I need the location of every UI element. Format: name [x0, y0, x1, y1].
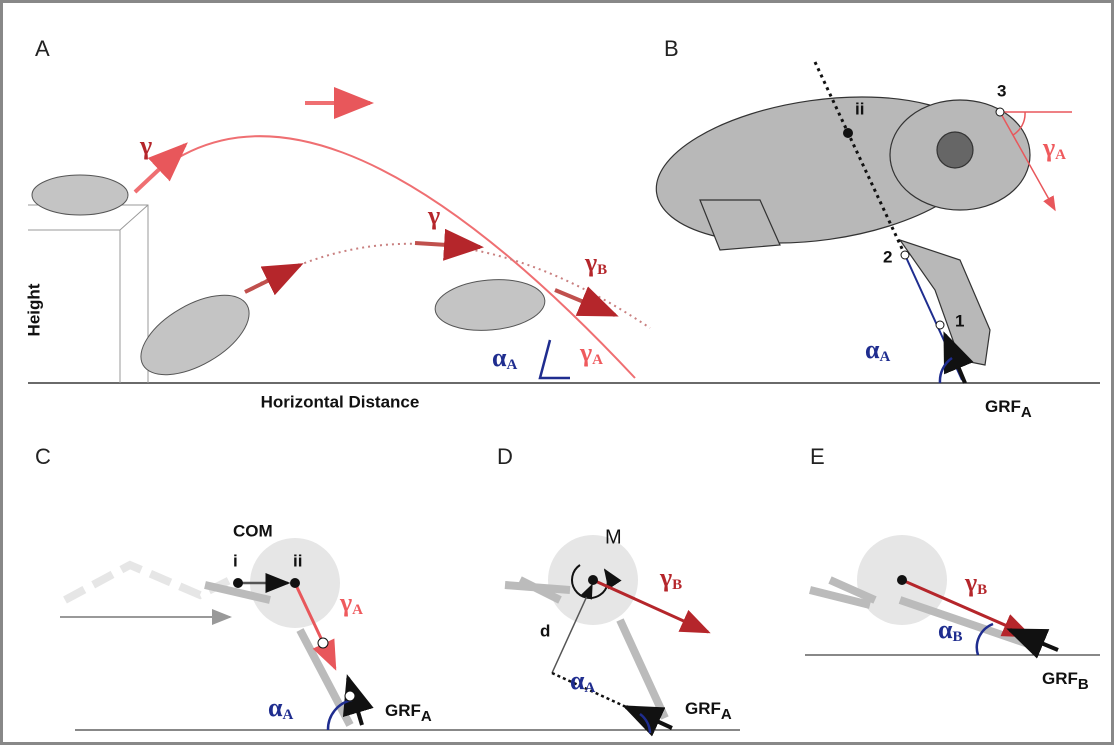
frog-sketch [647, 78, 1030, 365]
lever-label: d [540, 621, 550, 640]
point [345, 691, 355, 701]
point [233, 578, 243, 588]
grf-label: GRFA [385, 701, 432, 724]
point-label: 1 [955, 311, 964, 330]
point-label: ii [855, 99, 864, 118]
axis-label: Height [24, 283, 43, 336]
point [897, 575, 907, 585]
point [290, 578, 300, 588]
com-label: COM [233, 521, 273, 540]
point-label: i [233, 551, 238, 570]
alpha-label: αA [268, 693, 294, 723]
panel-b: B ii 3 2 1 γA αA GRFA [647, 36, 1072, 421]
panel-a: A Height Horizontal Distance γ γ γB γA α… [24, 36, 1100, 412]
platform [28, 205, 148, 383]
gamma-label: γA [579, 338, 603, 368]
point [588, 575, 598, 585]
point-label: 3 [997, 81, 1006, 100]
angle [540, 340, 570, 378]
gamma-label: γA [339, 588, 363, 618]
gamma-label: γ [139, 131, 152, 160]
gamma-label: γA [1042, 133, 1066, 163]
point [318, 638, 328, 648]
point-label: 2 [883, 247, 892, 266]
panel-label: C [35, 444, 51, 469]
point [996, 108, 1004, 116]
gamma-label: γ [427, 201, 440, 230]
panel-label: E [810, 444, 825, 469]
point [901, 251, 909, 259]
gamma-label: γB [964, 568, 987, 598]
vector [555, 290, 615, 315]
panel-d: D M d γB αA GRFA [497, 444, 732, 733]
previous-limbs [65, 565, 230, 600]
axis-label: Horizontal Distance [261, 392, 420, 411]
frogs [32, 175, 547, 391]
point [843, 128, 853, 138]
figure: A Height Horizontal Distance γ γ γB γA α… [0, 0, 1114, 745]
alpha-label: αA [865, 335, 891, 365]
grf-label: GRFB [1042, 669, 1089, 692]
panel-label: B [664, 36, 679, 61]
vector [245, 265, 300, 292]
gamma-label: γB [584, 248, 607, 278]
alpha-label: αA [492, 343, 518, 373]
point [936, 321, 944, 329]
moment-label: M [605, 526, 622, 548]
panel-label: D [497, 444, 513, 469]
grf-label: GRFA [985, 397, 1032, 420]
panel-e: E γB αB GRFB [805, 444, 1100, 693]
gamma-label: γB [659, 563, 682, 593]
panel-label: A [35, 36, 50, 61]
point-label: ii [293, 551, 302, 570]
alpha-label: αA [570, 666, 596, 696]
angle [940, 358, 952, 383]
vector [415, 243, 480, 247]
grf-label: GRFA [685, 699, 732, 722]
